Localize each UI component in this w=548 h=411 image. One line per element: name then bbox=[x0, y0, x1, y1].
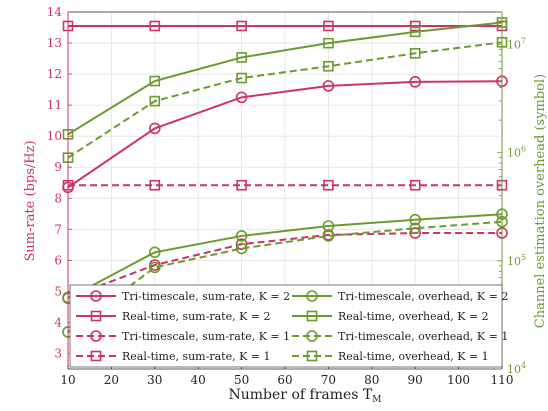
data-point bbox=[235, 242, 248, 255]
left-tick-label: 7 bbox=[54, 222, 62, 236]
data-point bbox=[235, 91, 248, 104]
right-tick-label: 104 bbox=[507, 361, 526, 376]
data-point bbox=[236, 52, 247, 63]
legend-label: Tri-timescale, sum-rate, K = 2 bbox=[122, 290, 290, 303]
data-point bbox=[149, 179, 161, 191]
data-point bbox=[149, 75, 161, 87]
data-point bbox=[409, 20, 421, 32]
left-tick-label: 5 bbox=[54, 284, 62, 298]
x-tick-label: 40 bbox=[191, 373, 206, 387]
legend-label: Real-time, overhead, K = 2 bbox=[338, 310, 489, 323]
legend-swatch-marker bbox=[306, 330, 318, 342]
left-tick-label: 4 bbox=[54, 315, 62, 329]
x-axis-label: Number of frames TM bbox=[229, 387, 382, 405]
legend-entry: Tri-timescale, overhead, K = 1 bbox=[292, 330, 508, 343]
data-point bbox=[149, 95, 161, 107]
left-tick-label: 10 bbox=[47, 129, 62, 143]
x-tick-label: 10 bbox=[60, 373, 75, 387]
legend-entry: Tri-timescale, sum-rate, K = 1 bbox=[76, 330, 290, 343]
legend-label: Tri-timescale, sum-rate, K = 1 bbox=[122, 330, 290, 343]
legend-swatch-marker bbox=[306, 350, 318, 362]
series-6 bbox=[62, 17, 508, 140]
legend-swatch-marker bbox=[90, 330, 102, 342]
data-point bbox=[409, 76, 422, 88]
left-tick-label: 6 bbox=[54, 253, 62, 267]
data-point bbox=[236, 20, 247, 32]
right-tick-label: 106 bbox=[507, 145, 526, 160]
data-point bbox=[322, 230, 335, 242]
legend-swatch-marker bbox=[306, 290, 318, 302]
right-tick-label: 105 bbox=[507, 253, 526, 268]
data-point bbox=[149, 246, 161, 259]
series-line bbox=[67, 80, 503, 189]
legend-swatch-marker bbox=[90, 310, 102, 322]
x-tick-label: 60 bbox=[277, 373, 292, 387]
data-point bbox=[235, 238, 248, 251]
data-point bbox=[323, 20, 334, 32]
legend-entry: Real-time, overhead, K = 1 bbox=[292, 350, 489, 363]
data-point bbox=[409, 48, 421, 59]
data-point bbox=[149, 261, 161, 274]
legend-label: Real-time, overhead, K = 1 bbox=[338, 350, 489, 363]
legend-entry: Real-time, sum-rate, K = 2 bbox=[76, 310, 271, 323]
data-point bbox=[149, 122, 161, 135]
data-point bbox=[323, 179, 334, 191]
legend-swatch-marker bbox=[306, 310, 318, 322]
legend-label: Real-time, sum-rate, K = 1 bbox=[122, 350, 271, 363]
series-line bbox=[67, 21, 503, 136]
data-point bbox=[322, 80, 335, 92]
data-point bbox=[236, 72, 247, 84]
series-line bbox=[67, 41, 503, 159]
left-tick-label: 11 bbox=[47, 98, 62, 112]
legend-entry: Real-time, overhead, K = 2 bbox=[292, 310, 489, 323]
data-point bbox=[409, 227, 422, 239]
legend-entry: Real-time, sum-rate, K = 1 bbox=[76, 350, 271, 363]
series-line bbox=[67, 220, 503, 333]
data-point bbox=[235, 230, 248, 242]
legend-swatch-marker bbox=[90, 350, 102, 362]
data-point bbox=[409, 222, 422, 235]
legend-entry: Tri-timescale, overhead, K = 2 bbox=[292, 290, 508, 303]
legend-label: Tri-timescale, overhead, K = 1 bbox=[338, 330, 508, 343]
legend-box bbox=[69, 284, 503, 368]
x-axis-label-sub: M bbox=[372, 395, 381, 405]
legend: Tri-timescale, sum-rate, K = 2 Tri-timesc… bbox=[69, 284, 508, 368]
x-tick-label: 110 bbox=[491, 373, 514, 387]
left-tick-label: 14 bbox=[47, 5, 63, 19]
x-axis-label-main: Number of frames T bbox=[229, 387, 373, 403]
x-tick-label: 90 bbox=[408, 373, 423, 387]
legend-label: Real-time, sum-rate, K = 2 bbox=[122, 310, 271, 323]
series-line bbox=[67, 213, 503, 300]
data-point bbox=[409, 213, 422, 226]
left-tick-label: 13 bbox=[47, 36, 62, 50]
x-tick-label: 80 bbox=[364, 373, 379, 387]
x-tick-label: 30 bbox=[147, 373, 162, 387]
legend-label: Tri-timescale, overhead, K = 2 bbox=[338, 290, 508, 303]
x-tick-label: 70 bbox=[321, 373, 336, 387]
data-point bbox=[236, 179, 247, 191]
left-tick-label: 9 bbox=[54, 160, 62, 174]
left-tick-label: 8 bbox=[54, 191, 62, 205]
legend-swatch-marker bbox=[90, 290, 102, 302]
x-tick-label: 20 bbox=[104, 373, 119, 387]
data-point bbox=[409, 179, 421, 191]
right-tick-label: 107 bbox=[507, 37, 526, 52]
left-tick-label: 3 bbox=[54, 346, 62, 360]
data-point bbox=[323, 60, 334, 72]
data-point bbox=[149, 20, 161, 32]
axes: 10 20 30 40 50 60 70 80 90 100 110 3 4 5 6 7 8 9 10 11 12 13 1… bbox=[47, 5, 526, 387]
x-tick-label: 50 bbox=[234, 373, 249, 387]
left-axis-label: Sum-rate (bps/Hz) bbox=[23, 140, 38, 261]
legend-entry: Tri-timescale, sum-rate, K = 2 bbox=[76, 290, 290, 303]
left-tick-label: 12 bbox=[47, 67, 62, 81]
series-line bbox=[67, 232, 502, 299]
data-point bbox=[409, 26, 421, 38]
x-tick-label: 100 bbox=[447, 373, 470, 387]
data-point bbox=[323, 37, 334, 49]
right-axis-label: Channel estimation overhead (symbol) bbox=[533, 74, 548, 328]
